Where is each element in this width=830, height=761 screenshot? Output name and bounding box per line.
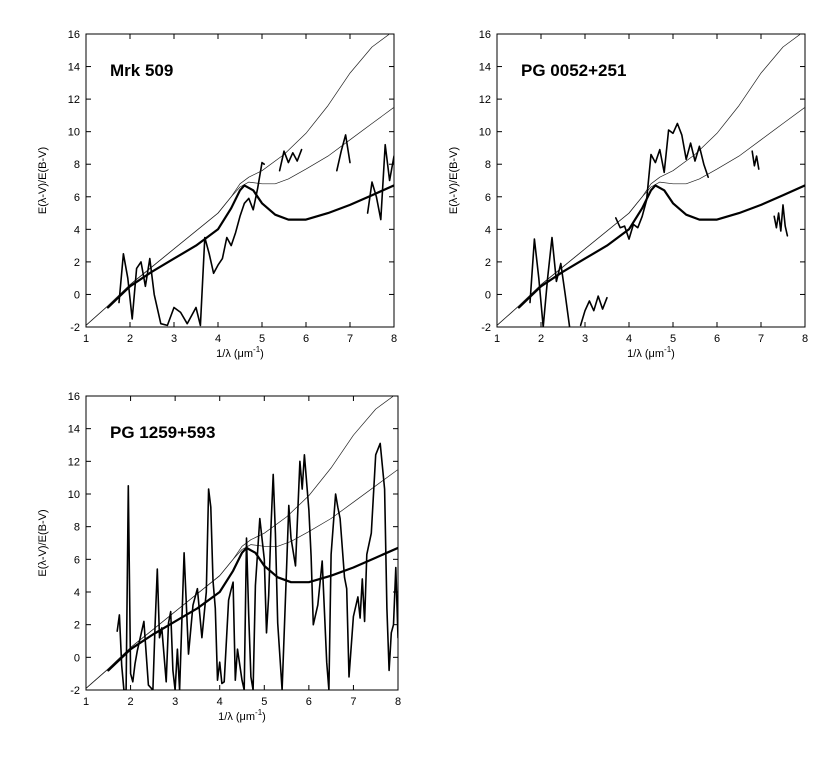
data-series-line — [118, 161, 266, 327]
y-tick-label: 12 — [68, 94, 80, 106]
data-series-line — [614, 122, 710, 240]
series-group — [86, 396, 398, 690]
x-axis-label-sup: -1 — [664, 345, 672, 354]
x-axis-label: 1/λ (μm-1) — [627, 345, 675, 360]
y-tick-label: 6 — [74, 192, 80, 204]
x-tick-label: 5 — [670, 333, 676, 345]
plot-frame — [85, 395, 399, 691]
x-tick-label: 7 — [758, 333, 764, 345]
panel-title: PG 0052+251 — [521, 61, 626, 80]
y-tick-label: 10 — [479, 127, 491, 139]
panel-title: PG 1259+593 — [110, 423, 215, 442]
y-tick-label: 16 — [479, 29, 491, 41]
y-tick-label: 4 — [74, 587, 80, 599]
x-tick-label: 6 — [303, 333, 309, 345]
data-series-line — [335, 134, 351, 172]
y-tick-label: 0 — [485, 289, 491, 301]
thick-curve-line — [106, 184, 394, 309]
data-series-line — [579, 295, 608, 327]
y-tick-label: 8 — [74, 522, 80, 534]
series-group — [86, 34, 394, 327]
y-tick-label: -2 — [70, 685, 80, 697]
data-series-line — [278, 148, 303, 172]
x-axis-label: 1/λ (μm-1) — [216, 345, 264, 360]
y-tick-label: 14 — [479, 62, 491, 74]
y-tick-label: 8 — [74, 159, 80, 171]
y-tick-label: 14 — [68, 424, 80, 436]
x-tick-label: 7 — [350, 696, 356, 708]
x-axis-label-close: ) — [671, 348, 675, 360]
thick-curve-line — [517, 184, 805, 309]
y-tick-label: 12 — [68, 456, 80, 468]
x-tick-label: 5 — [261, 696, 267, 708]
x-tick-label: 3 — [582, 333, 588, 345]
y-tick-label: 16 — [68, 29, 80, 41]
x-tick-label: 8 — [802, 333, 808, 345]
x-tick-label: 1 — [83, 696, 89, 708]
data-series-line — [366, 143, 394, 221]
y-tick-label: 6 — [74, 554, 80, 566]
y-tick-label: 12 — [479, 94, 491, 106]
x-tick-label: 1 — [83, 333, 89, 345]
x-tick-label: 3 — [172, 696, 178, 708]
x-tick-label: 1 — [494, 333, 500, 345]
y-tick-label: 4 — [485, 224, 491, 236]
x-tick-label: 6 — [306, 696, 312, 708]
panel-title: Mrk 509 — [110, 61, 173, 80]
x-tick-label: 4 — [217, 696, 223, 708]
x-axis-label-sup: -1 — [253, 345, 261, 354]
y-tick-label: 2 — [485, 257, 491, 269]
x-tick-label: 5 — [259, 333, 265, 345]
data-series-line — [751, 150, 760, 170]
y-tick-label: -2 — [70, 322, 80, 334]
y-tick-label: 6 — [485, 192, 491, 204]
plot-frame — [85, 33, 395, 328]
y-tick-label: 8 — [485, 159, 491, 171]
y-tick-label: 10 — [68, 127, 80, 139]
x-axis-label-close: ) — [262, 711, 266, 723]
x-tick-label: 3 — [171, 333, 177, 345]
y-axis-label: E(λ-V)/E(B-V) — [37, 509, 49, 576]
x-axis-label: 1/λ (μm-1) — [218, 708, 266, 723]
x-tick-label: 2 — [127, 333, 133, 345]
x-axis-label-close: ) — [260, 348, 264, 360]
thin-curve-line — [497, 106, 805, 326]
y-tick-label: 0 — [74, 652, 80, 664]
plot-frame — [496, 33, 806, 328]
y-tick-label: -2 — [481, 322, 491, 334]
x-axis-label-sup: -1 — [255, 708, 263, 717]
x-tick-label: 4 — [215, 333, 221, 345]
y-tick-label: 10 — [68, 489, 80, 501]
data-series-line — [773, 204, 789, 237]
y-tick-label: 16 — [68, 391, 80, 403]
x-tick-label: 2 — [128, 696, 134, 708]
x-tick-label: 8 — [395, 696, 401, 708]
y-tick-label: 0 — [74, 289, 80, 301]
data-series-line — [529, 236, 571, 327]
x-tick-label: 4 — [626, 333, 632, 345]
y-tick-label: 2 — [74, 257, 80, 269]
data-series-line — [116, 442, 398, 690]
x-tick-label: 6 — [714, 333, 720, 345]
y-tick-label: 2 — [74, 620, 80, 632]
x-tick-label: 8 — [391, 333, 397, 345]
y-axis-label: E(λ-V)/E(B-V) — [448, 147, 460, 214]
x-tick-label: 2 — [538, 333, 544, 345]
y-axis-label: E(λ-V)/E(B-V) — [37, 147, 49, 214]
y-tick-label: 4 — [74, 224, 80, 236]
series-group — [497, 34, 805, 327]
y-tick-label: 14 — [68, 62, 80, 74]
x-tick-label: 7 — [347, 333, 353, 345]
